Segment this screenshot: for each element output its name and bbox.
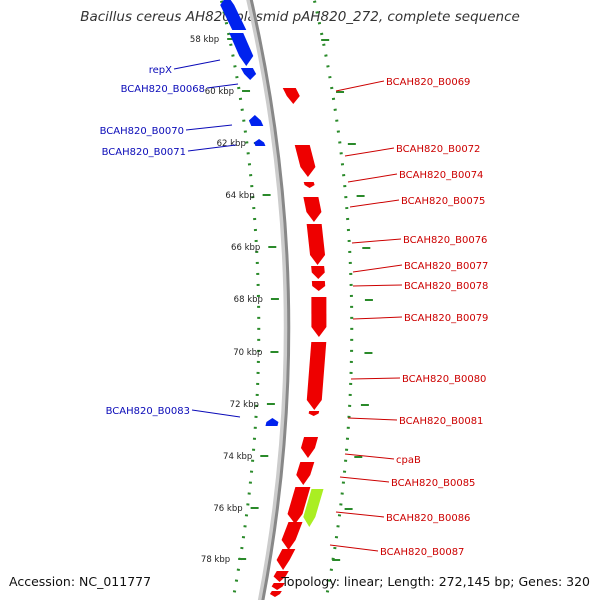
kbp-tick-label: 60 kbp (205, 87, 234, 97)
gene-BCAH820_B0087 (281, 522, 303, 550)
kbp-tick-label: 74 kbp (223, 452, 252, 462)
backbone-shadow (246, 0, 290, 600)
right-gene-label: BCAH820_B0085 (391, 478, 475, 489)
gene-BCAH820_B0081 (308, 411, 320, 416)
gene-BCAH820_B0075 (303, 197, 322, 222)
left-gene-label: BCAH820_B0071 (102, 147, 186, 158)
gene-BCAH820_B0080 (306, 342, 327, 410)
right-gene-label: BCAH820_B0080 (402, 374, 486, 385)
summary-text: Topology: linear; Length: 272,145 bp; Ge… (281, 574, 590, 589)
kbp-tick-label: 76 kbp (213, 504, 242, 514)
kbp-tick-label: 66 kbp (231, 243, 260, 253)
right-gene-label: BCAH820_B0081 (399, 416, 483, 427)
left-leader-line (187, 144, 237, 152)
right-leader-line (347, 417, 398, 421)
kbp-tick-label: 70 kbp (233, 348, 262, 358)
backbone (249, 0, 291, 600)
gene-BCAH820_B0085 (296, 462, 315, 485)
right-gene-label: BCAH820_B0086 (386, 513, 470, 524)
gene-BCAH820_B0083 (265, 418, 279, 426)
gene-fwd-c (271, 583, 285, 590)
kbp-tick-label: 64 kbp (225, 191, 254, 201)
gene-fwd-d (269, 591, 282, 597)
right-gene-label: BCAH820_B0069 (386, 77, 470, 88)
map-title: Bacillus cereus AH820 plasmid pAH820_272… (80, 9, 520, 25)
right-leader-line (344, 147, 395, 157)
left-leader-line (185, 124, 233, 131)
kbp-tick-label: 78 kbp (201, 555, 230, 565)
gene-BCAH820_B0086a (287, 487, 311, 524)
right-leader-line (339, 476, 390, 483)
right-gene-label: BCAH820_B0077 (404, 261, 488, 272)
right-leader-line (351, 238, 402, 244)
left-gene-label: BCAH820_B0068 (121, 84, 205, 95)
gene-BCAH820_B0074 (303, 182, 315, 188)
right-gene-label: BCAH820_B0087 (380, 547, 464, 558)
right-gene-label: cpaB (396, 455, 421, 466)
left-gene-label: BCAH820_B0083 (106, 406, 190, 417)
left-leader-line (191, 409, 241, 418)
right-gene-label: BCAH820_B0075 (401, 196, 485, 207)
right-gene-label: BCAH820_B0074 (399, 170, 483, 181)
gene-BCAH820_B0070 (248, 115, 264, 126)
right-leader-line (335, 80, 385, 92)
gene-BCAH820_B0076 (306, 224, 326, 265)
kbp-tick-label: 58 kbp (190, 35, 219, 45)
left-leader-line (206, 83, 239, 89)
gene-reverse (220, 0, 247, 30)
gene-BCAH820_B0086 (303, 489, 324, 527)
right-leader-line (352, 264, 403, 273)
right-leader-line (329, 544, 379, 552)
inner-dotted-arc (219, 0, 261, 600)
left-leader-line (173, 59, 221, 70)
right-leader-line (352, 316, 403, 320)
gene-fwd-b (273, 571, 289, 582)
kbp-tick-label: 72 kbp (230, 400, 259, 410)
gene-BCAH820_B0072 (294, 145, 316, 177)
gene-repX (229, 33, 254, 66)
gene-BCAH820_B0077 (311, 266, 325, 279)
right-leader-line (350, 377, 401, 380)
gene-BCAH820_B0071 (254, 139, 266, 146)
right-leader-line (349, 199, 400, 208)
accession-text: Accession: NC_011777 (9, 574, 152, 589)
gene-cpaB (300, 437, 319, 458)
left-gene-label: BCAH820_B0070 (100, 126, 184, 137)
gene-BCAH820_B0078 (311, 281, 326, 291)
kbp-tick-label: 68 kbp (234, 295, 263, 305)
right-gene-label: BCAH820_B0079 (404, 313, 488, 324)
right-leader-line (352, 284, 403, 287)
gene-fwd-a (276, 549, 296, 570)
right-gene-label: BCAH820_B0076 (403, 235, 487, 246)
gene-repX-tail (240, 68, 257, 80)
right-leader-line (335, 511, 385, 518)
gene-BCAH820_B0069 (282, 88, 300, 104)
gene-BCAH820_B0079 (311, 297, 327, 337)
outer-dotted-arc (312, 0, 354, 600)
kbp-tick-label: 62 kbp (217, 139, 246, 149)
right-gene-label: BCAH820_B0072 (396, 144, 480, 155)
right-leader-line (347, 173, 398, 183)
right-gene-label: BCAH820_B0078 (404, 281, 488, 292)
right-leader-line (344, 453, 395, 460)
left-gene-label: repX (149, 65, 172, 76)
